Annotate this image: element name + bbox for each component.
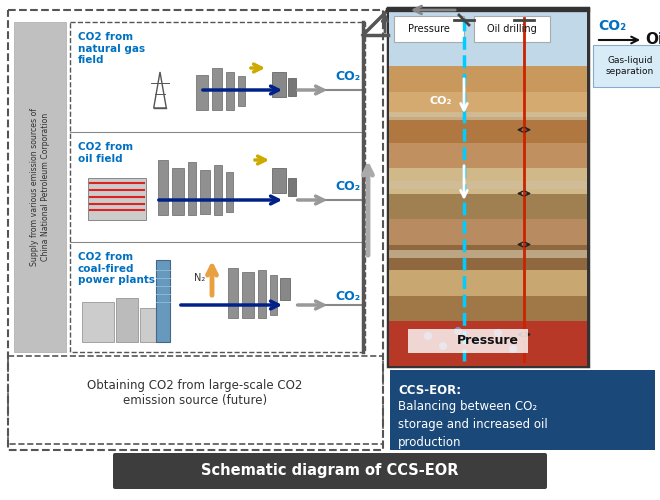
Bar <box>389 11 587 66</box>
Bar <box>280 278 290 300</box>
Circle shape <box>494 329 502 337</box>
Bar <box>394 16 464 42</box>
Bar <box>389 296 587 321</box>
Bar <box>200 170 210 214</box>
Text: CO₂: CO₂ <box>598 19 626 33</box>
Bar <box>388 8 588 366</box>
Bar <box>389 270 587 295</box>
Bar <box>389 180 587 188</box>
Bar <box>238 76 245 106</box>
Bar <box>408 329 528 353</box>
Text: CCS-EOR:: CCS-EOR: <box>398 384 461 397</box>
Bar <box>288 178 296 196</box>
Text: CO₂: CO₂ <box>430 96 452 106</box>
Text: CO2 from
oil field: CO2 from oil field <box>78 142 133 164</box>
Bar <box>390 370 655 450</box>
Bar <box>389 321 587 366</box>
Text: Supply from various emission sources of
China National Petroleum Corporation: Supply from various emission sources of … <box>30 108 50 266</box>
Bar <box>389 117 587 142</box>
Text: CO₂: CO₂ <box>335 180 360 194</box>
Bar <box>272 168 286 193</box>
Bar <box>188 162 196 215</box>
Circle shape <box>474 337 482 345</box>
Bar <box>389 244 587 270</box>
Bar <box>270 275 277 315</box>
Text: Pressure: Pressure <box>408 24 450 34</box>
Bar <box>8 10 383 450</box>
Bar <box>272 72 286 97</box>
Text: Balancing between CO₂
storage and increased oil
production: Balancing between CO₂ storage and increa… <box>398 400 548 449</box>
Bar <box>474 16 550 42</box>
Text: CO2 from
coal-fired
power plants: CO2 from coal-fired power plants <box>78 252 155 285</box>
FancyBboxPatch shape <box>593 45 660 87</box>
Bar <box>226 172 233 212</box>
Bar <box>140 308 156 342</box>
Bar <box>389 66 587 92</box>
Bar <box>88 178 146 220</box>
Bar <box>288 78 296 96</box>
Bar <box>82 302 114 342</box>
Circle shape <box>439 342 447 350</box>
Bar <box>196 75 208 110</box>
Bar <box>14 22 66 352</box>
Bar <box>226 72 234 110</box>
Text: Gas-liquid
separation: Gas-liquid separation <box>606 56 654 76</box>
Bar <box>258 270 266 318</box>
Circle shape <box>454 327 462 335</box>
Text: N₂: N₂ <box>195 273 206 283</box>
Bar <box>116 298 138 342</box>
Bar <box>214 165 222 215</box>
Bar <box>212 68 222 110</box>
Text: CO₂: CO₂ <box>335 70 360 84</box>
Text: Pressure: Pressure <box>457 334 519 347</box>
Bar <box>70 22 365 352</box>
FancyBboxPatch shape <box>113 453 547 489</box>
Bar <box>389 92 587 117</box>
Circle shape <box>424 332 432 340</box>
Bar <box>389 219 587 244</box>
Bar <box>389 250 587 258</box>
Text: Oil drilling: Oil drilling <box>487 24 537 34</box>
Text: CO2 from
natural gas
field: CO2 from natural gas field <box>78 32 145 65</box>
Bar <box>172 168 184 215</box>
Text: Oil: Oil <box>645 32 660 48</box>
Bar <box>242 272 254 318</box>
Text: CO₂: CO₂ <box>335 290 360 304</box>
Bar <box>8 356 383 444</box>
Bar <box>389 194 587 219</box>
Text: Obtaining CO2 from large-scale CO2
emission source (future): Obtaining CO2 from large-scale CO2 emiss… <box>87 379 303 407</box>
Circle shape <box>509 345 517 353</box>
Bar <box>156 260 170 342</box>
Bar <box>158 160 168 215</box>
Bar <box>389 168 587 194</box>
Text: Schematic diagram of CCS-EOR: Schematic diagram of CCS-EOR <box>201 464 459 478</box>
Bar <box>389 112 587 120</box>
Bar <box>389 142 587 168</box>
Bar <box>115 455 545 487</box>
Bar <box>228 268 238 318</box>
